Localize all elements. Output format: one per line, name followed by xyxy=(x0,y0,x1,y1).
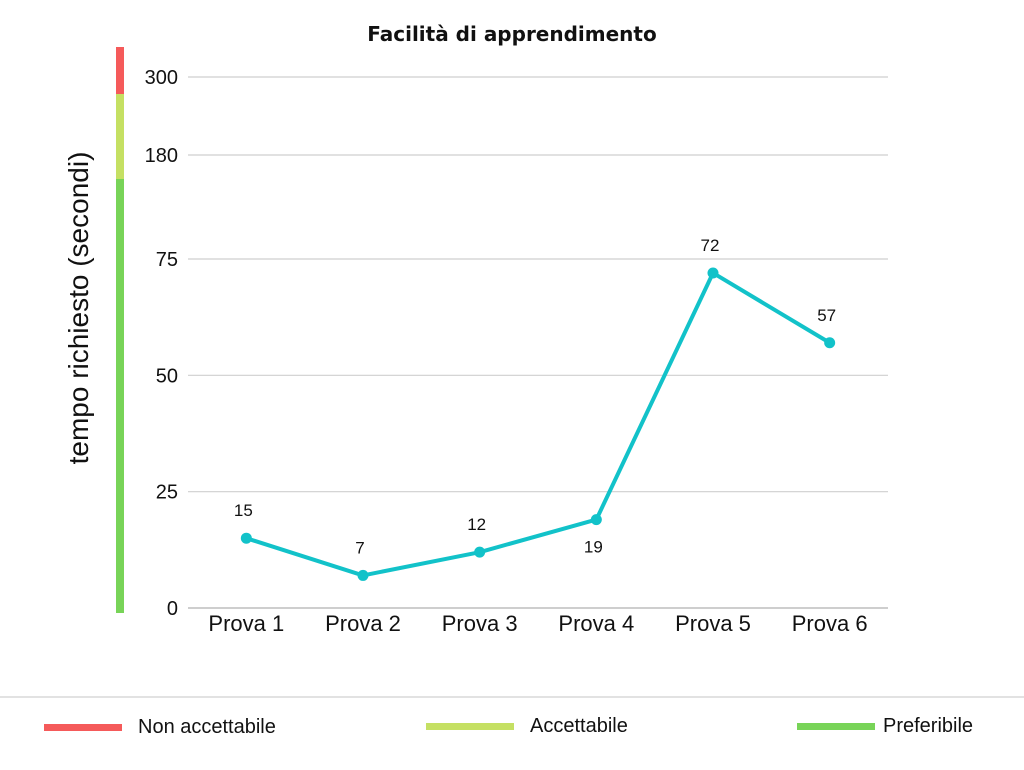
data-label: 19 xyxy=(584,538,603,557)
x-tick-label: Prova 2 xyxy=(325,611,401,636)
y-axis-label: tempo richiesto (secondi) xyxy=(63,152,94,465)
data-point xyxy=(707,267,719,279)
data-labels: 15 7 12 19 72 57 xyxy=(234,236,836,557)
legend-swatch-accettabile xyxy=(426,723,514,730)
series-line-group xyxy=(240,267,836,581)
zone-segment-non-accettabile xyxy=(116,47,124,94)
legend-item-non-accettabile: Non accettabile xyxy=(44,716,276,739)
x-tick-label: Prova 3 xyxy=(442,611,518,636)
legend: Non accettabile Accettabile Preferibile xyxy=(0,696,1024,770)
legend-swatch-non-accettabile xyxy=(44,724,122,731)
legend-label-accettabile: Accettabile xyxy=(530,715,628,737)
chart-title: Facilità di apprendimento xyxy=(367,22,656,46)
legend-item-accettabile: Accettabile xyxy=(426,715,628,738)
y-tick-labels: 0 25 50 75 180 300 xyxy=(145,67,178,620)
y-tick-label: 0 xyxy=(167,598,178,620)
data-point xyxy=(357,569,369,581)
data-label: 72 xyxy=(701,236,720,255)
x-tick-labels: Prova 1 Prova 2 Prova 3 Prova 4 Prova 5 Prova… xyxy=(208,611,867,636)
legend-label-non-accettabile: Non accettabile xyxy=(138,716,276,738)
y-tick-label: 180 xyxy=(145,145,178,167)
data-label: 12 xyxy=(467,515,486,534)
data-point xyxy=(474,546,486,558)
data-label: 7 xyxy=(355,538,364,557)
data-point xyxy=(590,514,602,526)
x-tick-label: Prova 4 xyxy=(558,611,634,636)
y-tick-label: 75 xyxy=(156,249,178,271)
x-tick-label: Prova 1 xyxy=(208,611,284,636)
x-tick-label: Prova 6 xyxy=(792,611,868,636)
zone-segment-accettabile xyxy=(116,94,124,179)
line-chart: Facilità di apprendimento tempo richiest… xyxy=(63,22,888,636)
data-point xyxy=(240,532,252,544)
data-label: 15 xyxy=(234,501,253,520)
gridlines xyxy=(188,76,888,609)
legend-item-preferibile: Preferibile xyxy=(797,715,973,738)
zone-segment-preferibile xyxy=(116,179,124,613)
series-line xyxy=(244,270,832,578)
data-label: 57 xyxy=(817,306,836,325)
x-tick-label: Prova 5 xyxy=(675,611,751,636)
y-tick-label: 300 xyxy=(145,67,178,89)
data-point xyxy=(824,337,836,349)
legend-swatch-preferibile xyxy=(797,723,875,730)
zone-bar xyxy=(116,47,124,613)
y-tick-label: 50 xyxy=(156,365,178,387)
legend-label-preferibile: Preferibile xyxy=(883,715,974,737)
y-tick-label: 25 xyxy=(156,482,178,504)
